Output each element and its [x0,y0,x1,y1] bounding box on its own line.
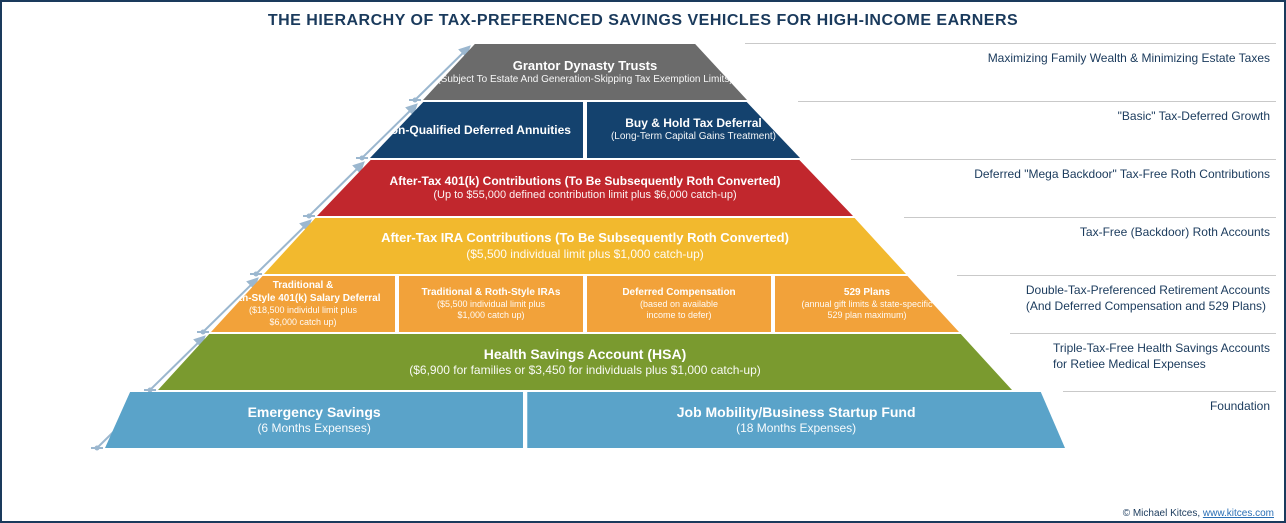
block-subtitle: ($6,900 for families or $3,450 for indiv… [409,363,761,378]
level-annotation: Tax-Free (Backdoor) Roth Accounts [1080,224,1270,240]
pyramid-level-1: Health Savings Account (HSA)($6,900 for … [158,334,1012,390]
copyright-text: © Michael Kitces, [1123,508,1203,519]
separator-line [798,101,1276,102]
separator-line [957,275,1276,276]
pyramid-block: Buy & Hold Tax Deferral(Long-Term Capita… [587,102,800,158]
block-title: Non-Qualified Deferred Annuities [382,123,571,138]
block-title: Grantor Dynasty Trusts [513,58,658,74]
block-subtitle: (Long-Term Capital Gains Treatment) [611,131,776,144]
block-title: Traditional & Roth-Style 401(k) Salary D… [225,280,380,305]
pyramid-block: After-Tax 401(k) Contributions (To Be Su… [317,160,853,216]
level-annotation: Triple-Tax-Free Health Savings Accounts … [1053,340,1270,372]
separator-line [745,43,1276,44]
pyramid-stage: Emergency Savings(6 Months Expenses)Job … [2,36,1284,496]
block-title: After-Tax 401(k) Contributions (To Be Su… [390,174,781,189]
block-title: Deferred Compensation [622,287,735,300]
pyramid-block: Non-Qualified Deferred Annuities [370,102,583,158]
block-subtitle: ($5,500 individual limit plus $1,000 cat… [466,247,703,262]
pyramid-block: Deferred Compensation(based on available… [587,276,771,332]
separator-line [1010,333,1276,334]
block-subtitle: (based on available income to defer) [640,299,718,322]
level-annotation: Maximizing Family Wealth & Minimizing Es… [988,50,1270,66]
block-subtitle: (6 Months Expenses) [257,421,370,436]
block-title: 529 Plans [844,287,890,300]
block-title: Emergency Savings [248,404,381,422]
separator-line [904,217,1276,218]
block-title: Buy & Hold Tax Deferral [625,116,761,131]
block-subtitle: (Up to $55,000 defined contribution limi… [433,189,736,203]
pyramid-level-6: Grantor Dynasty Trusts(Subject To Estate… [423,44,747,100]
block-subtitle: ($18,500 individul limit plus $6,000 cat… [249,305,357,328]
block-title: Health Savings Account (HSA) [484,346,687,364]
pyramid-block: Traditional & Roth-Style 401(k) Salary D… [211,276,395,332]
pyramid-block: Health Savings Account (HSA)($6,900 for … [158,334,1012,390]
block-subtitle: (18 Months Expenses) [736,421,856,436]
pyramid-block: 529 Plans(annual gift limits & state-spe… [775,276,959,332]
separator-line [1063,391,1276,392]
pyramid-block: Emergency Savings(6 Months Expenses) [105,392,523,448]
pyramid-block: Job Mobility/Business Startup Fund(18 Mo… [527,392,1065,448]
pyramid-block: After-Tax IRA Contributions (To Be Subse… [264,218,906,274]
pyramid-block: Grantor Dynasty Trusts(Subject To Estate… [423,44,747,100]
pyramid-level-5: Non-Qualified Deferred Annuities Buy & Ho… [370,102,800,158]
level-annotation: Deferred "Mega Backdoor" Tax-Free Roth C… [974,166,1270,182]
pyramid-level-2: Traditional & Roth-Style 401(k) Salary D… [211,276,959,332]
block-subtitle: (Subject To Estate And Generation-Skippi… [437,74,732,87]
pyramid-level-3: After-Tax IRA Contributions (To Be Subse… [264,218,906,274]
block-title: Traditional & Roth-Style IRAs [422,287,561,300]
block-title: Job Mobility/Business Startup Fund [677,404,916,422]
copyright-link[interactable]: www.kitces.com [1203,508,1274,519]
level-annotation: Foundation [1210,398,1270,414]
chart-title: THE HIERARCHY OF TAX-PREFERENCED SAVINGS… [2,2,1284,36]
infographic-frame: THE HIERARCHY OF TAX-PREFERENCED SAVINGS… [0,0,1286,523]
level-annotation: Double-Tax-Preferenced Retirement Accoun… [1026,282,1270,314]
copyright: © Michael Kitces, www.kitces.com [1123,508,1274,519]
block-title: After-Tax IRA Contributions (To Be Subse… [381,230,789,246]
pyramid-level-4: After-Tax 401(k) Contributions (To Be Su… [317,160,853,216]
pyramid-level-0: Emergency Savings(6 Months Expenses)Job … [105,392,1065,448]
separator-line [851,159,1276,160]
pyramid-block: Traditional & Roth-Style IRAs($5,500 ind… [399,276,583,332]
block-subtitle: (annual gift limits & state-specific 529… [801,299,932,322]
block-subtitle: ($5,500 individual limit plus $1,000 cat… [437,299,545,322]
level-annotation: "Basic" Tax-Deferred Growth [1118,108,1270,124]
